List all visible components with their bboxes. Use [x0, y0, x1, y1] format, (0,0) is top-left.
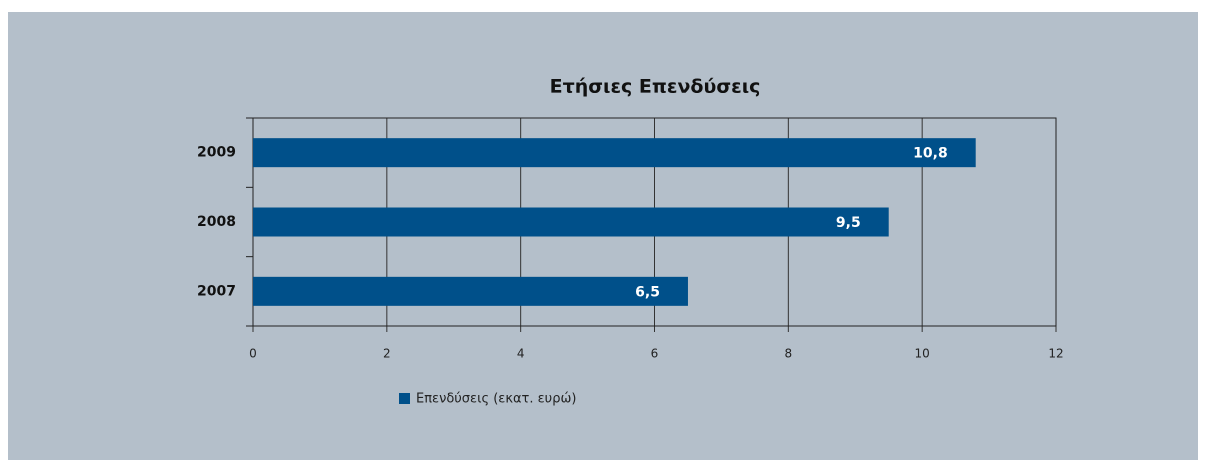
x-tick-label: 8 [785, 347, 793, 361]
x-tick-label: 10 [915, 347, 930, 361]
data-label: 10,8 [913, 146, 948, 162]
y-tick-label: 2007 [197, 283, 236, 299]
data-label: 9,5 [836, 215, 861, 231]
x-tick-label: 0 [249, 347, 257, 361]
bar [253, 207, 889, 237]
legend-swatch [399, 393, 410, 404]
legend-label: Επενδύσεις (εκατ. ευρώ) [416, 392, 576, 407]
x-tick-label: 4 [517, 347, 525, 361]
data-label: 6,5 [635, 284, 660, 300]
x-tick-label: 12 [1048, 347, 1063, 361]
y-tick-label: 2008 [197, 214, 236, 230]
y-tick-label: 2009 [197, 145, 236, 161]
x-tick-label: 2 [383, 347, 391, 361]
x-tick-label: 6 [651, 347, 659, 361]
chart-title: Ετήσιες Επενδύσεις [550, 76, 761, 98]
bar [253, 138, 976, 168]
bar [253, 276, 688, 306]
